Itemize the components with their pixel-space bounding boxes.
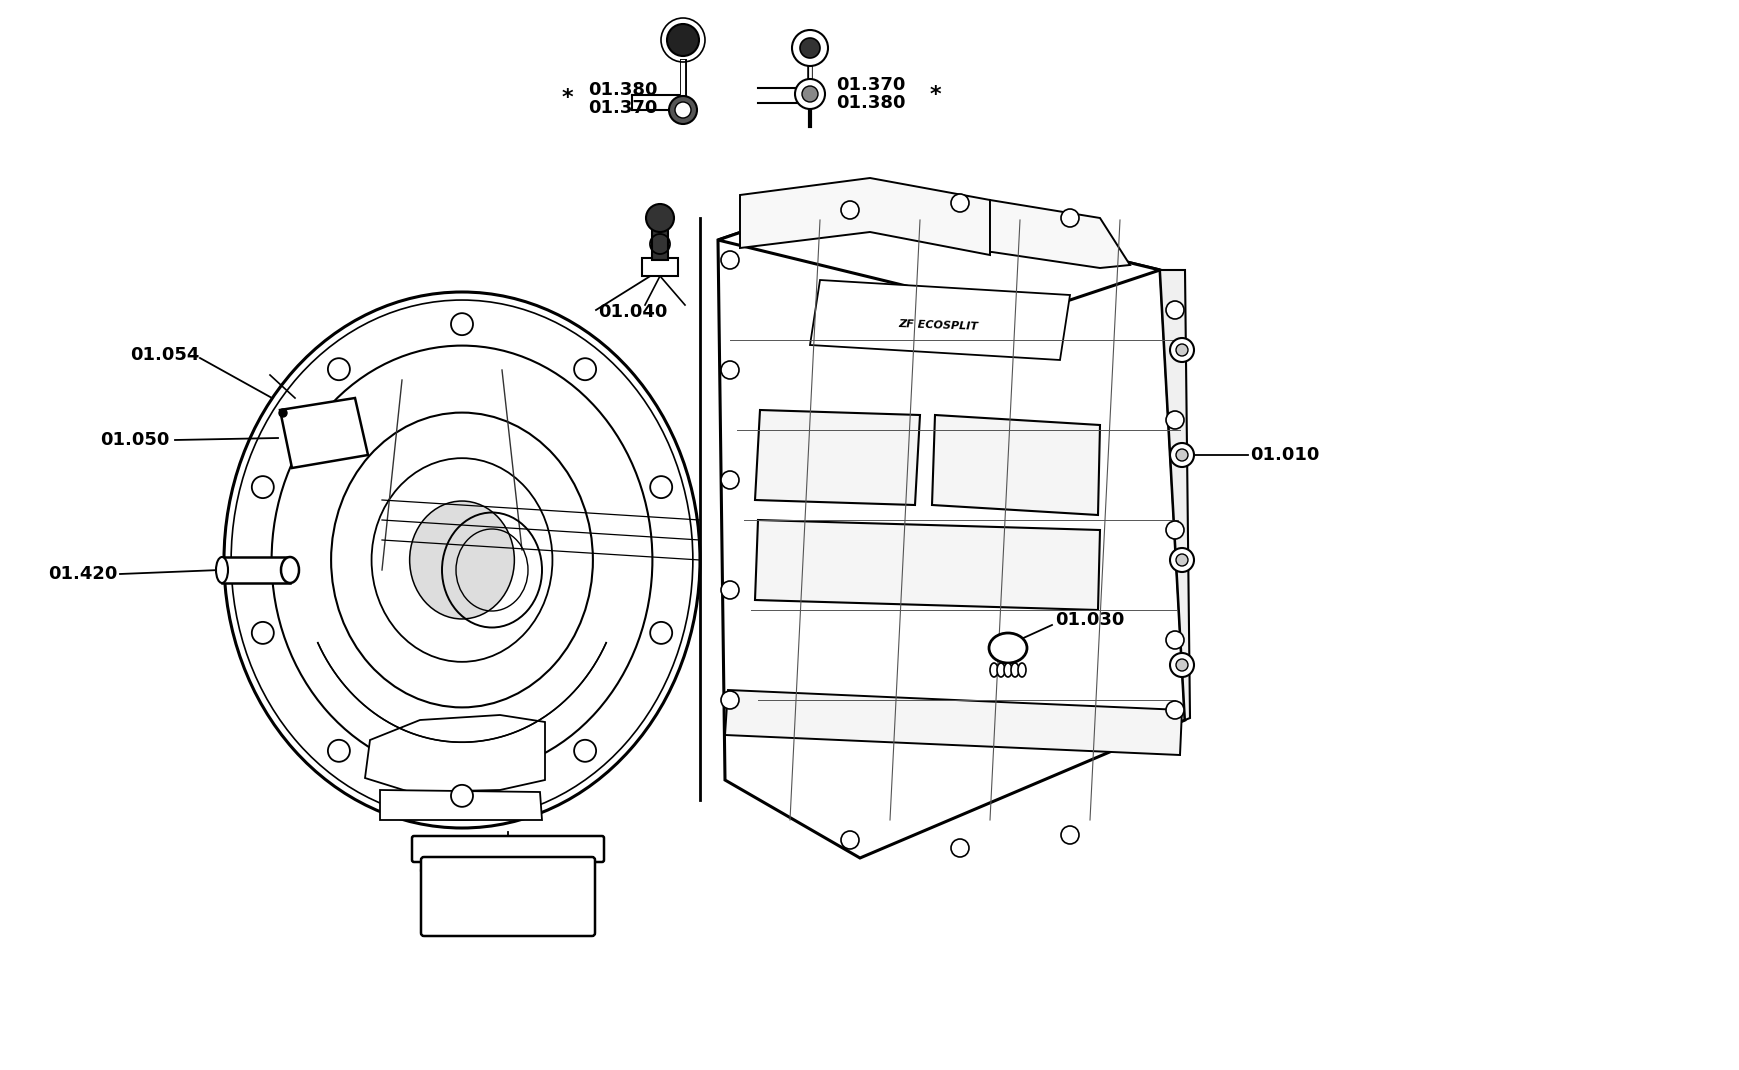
Circle shape <box>450 314 473 335</box>
Circle shape <box>1176 554 1188 566</box>
Circle shape <box>327 739 350 762</box>
Circle shape <box>1169 653 1193 677</box>
Circle shape <box>675 102 690 118</box>
Ellipse shape <box>280 557 299 583</box>
Text: 01.370: 01.370 <box>588 100 657 117</box>
Polygon shape <box>755 410 920 505</box>
Ellipse shape <box>996 663 1005 677</box>
Circle shape <box>840 201 859 219</box>
Circle shape <box>1176 449 1188 461</box>
Circle shape <box>252 476 273 499</box>
Text: *: * <box>929 85 941 105</box>
Text: 01.370: 01.370 <box>835 76 904 94</box>
Polygon shape <box>755 520 1099 610</box>
Polygon shape <box>810 280 1069 360</box>
Circle shape <box>720 471 739 489</box>
Circle shape <box>666 24 699 56</box>
Ellipse shape <box>988 633 1026 663</box>
Ellipse shape <box>224 292 699 828</box>
Ellipse shape <box>1017 663 1026 677</box>
Ellipse shape <box>216 557 228 583</box>
Polygon shape <box>718 195 1184 858</box>
Polygon shape <box>223 557 290 583</box>
Polygon shape <box>379 790 541 820</box>
Circle shape <box>1061 209 1078 227</box>
FancyBboxPatch shape <box>412 836 603 862</box>
Circle shape <box>840 831 859 849</box>
Circle shape <box>720 581 739 599</box>
Circle shape <box>1176 343 1188 356</box>
Ellipse shape <box>372 458 551 662</box>
Circle shape <box>645 204 673 232</box>
Polygon shape <box>725 690 1181 755</box>
Circle shape <box>1169 338 1193 362</box>
Circle shape <box>802 86 817 102</box>
Text: 01.050: 01.050 <box>99 431 169 449</box>
Circle shape <box>800 39 819 58</box>
Circle shape <box>1165 631 1183 649</box>
Circle shape <box>650 476 671 499</box>
Circle shape <box>574 739 596 762</box>
Text: 01.030: 01.030 <box>1054 611 1123 629</box>
Circle shape <box>720 251 739 269</box>
Circle shape <box>720 361 739 379</box>
Text: 01.010: 01.010 <box>1249 446 1318 464</box>
Polygon shape <box>739 178 989 255</box>
Circle shape <box>951 839 969 857</box>
Ellipse shape <box>989 663 998 677</box>
Circle shape <box>1169 548 1193 572</box>
Circle shape <box>1165 411 1183 429</box>
Circle shape <box>1165 701 1183 719</box>
Circle shape <box>450 784 473 807</box>
Circle shape <box>574 358 596 380</box>
Text: 01.380: 01.380 <box>835 94 904 112</box>
Circle shape <box>668 96 697 124</box>
Polygon shape <box>932 415 1099 515</box>
Text: 01.100: 01.100 <box>417 863 487 881</box>
Circle shape <box>795 79 824 109</box>
Circle shape <box>650 622 671 644</box>
Bar <box>652 221 668 260</box>
Polygon shape <box>1160 270 1189 720</box>
Circle shape <box>951 194 969 212</box>
Text: 01.420: 01.420 <box>49 565 117 583</box>
Circle shape <box>1165 301 1183 319</box>
Ellipse shape <box>1003 663 1012 677</box>
Ellipse shape <box>271 346 652 775</box>
Polygon shape <box>365 715 544 792</box>
Polygon shape <box>989 200 1129 268</box>
Text: *: * <box>562 88 574 108</box>
Text: ZF ECOSPLIT: ZF ECOSPLIT <box>897 319 977 332</box>
Polygon shape <box>718 195 1160 315</box>
Circle shape <box>791 30 828 66</box>
Ellipse shape <box>409 501 515 618</box>
Ellipse shape <box>330 413 593 707</box>
Circle shape <box>720 691 739 709</box>
Text: 01.040: 01.040 <box>598 303 668 321</box>
Circle shape <box>1165 521 1183 539</box>
Circle shape <box>252 622 273 644</box>
Text: 01.380: 01.380 <box>588 81 657 100</box>
Circle shape <box>1176 659 1188 671</box>
Circle shape <box>327 358 350 380</box>
FancyBboxPatch shape <box>421 857 595 936</box>
Circle shape <box>1169 443 1193 467</box>
Bar <box>642 258 678 276</box>
Ellipse shape <box>1010 663 1019 677</box>
Polygon shape <box>280 398 367 468</box>
Circle shape <box>278 409 287 417</box>
Text: 01.054: 01.054 <box>130 346 200 364</box>
Circle shape <box>1061 826 1078 844</box>
